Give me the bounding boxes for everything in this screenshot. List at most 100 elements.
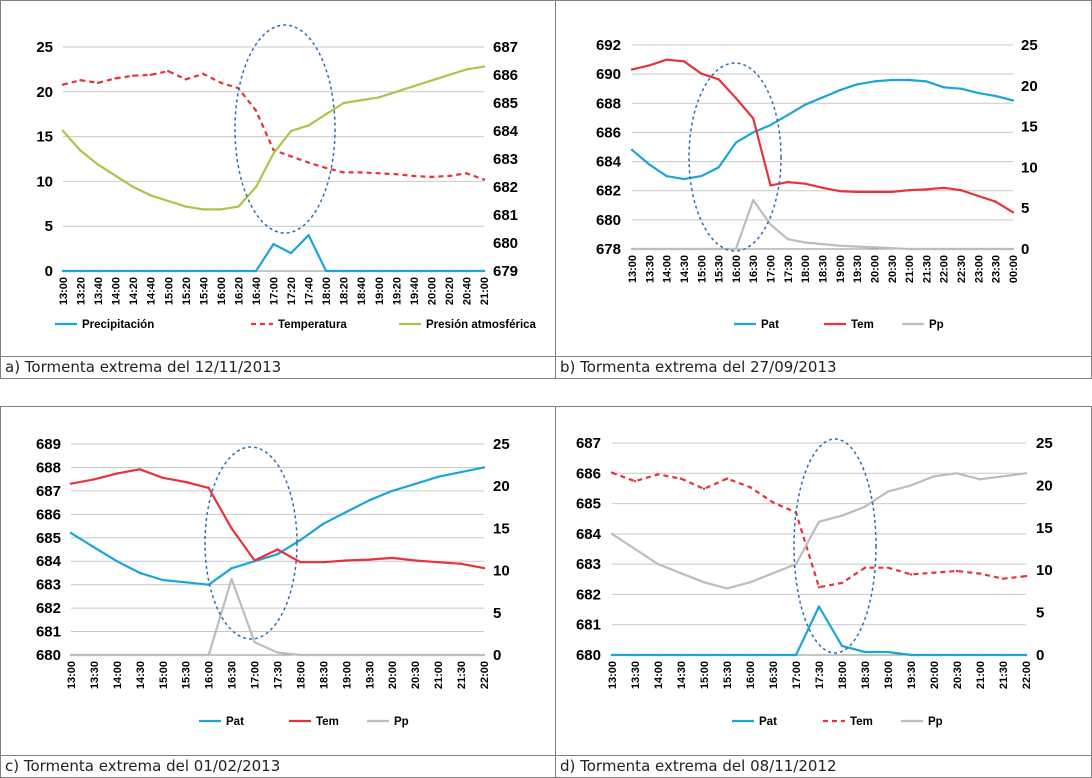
x-axis-tick-label: 15:00 (696, 255, 708, 283)
data-point (1024, 653, 1028, 657)
caption-b: b) Tormenta extrema del 27/09/2013 (556, 356, 1091, 378)
data-point (886, 490, 890, 493)
x-axis-tick-label: 18:00 (321, 277, 333, 305)
right-axis-tick-label: 25 (1036, 435, 1053, 452)
x-axis-tick-label: 23:00 (973, 255, 985, 283)
data-point (345, 653, 348, 657)
data-point (748, 653, 752, 657)
data-point (702, 487, 706, 490)
series-line-precipitacion (63, 234, 484, 273)
x-axis-tick-label: 17:20 (286, 277, 298, 305)
data-point (630, 148, 634, 152)
x-axis-tick-label: 15:00 (699, 661, 711, 689)
data-point (817, 520, 821, 523)
gridlines (63, 46, 484, 272)
data-point (838, 88, 842, 92)
data-point (1001, 577, 1005, 580)
data-point (272, 152, 275, 155)
left-axis-tick-label: 678 (596, 241, 621, 258)
data-point (299, 653, 302, 657)
legend-label-tem: Tem (850, 716, 873, 728)
data-point (794, 562, 798, 566)
data-point (447, 174, 451, 178)
x-axis-tick-label: 19:40 (409, 277, 421, 305)
series-pp (630, 198, 1015, 251)
data-point (630, 68, 634, 71)
data-point (959, 189, 963, 192)
data-point (752, 117, 755, 120)
data-point (482, 178, 486, 181)
data-point (886, 650, 890, 654)
data-point (1001, 475, 1005, 478)
x-axis-tick-label: 13:40 (93, 277, 105, 305)
data-point (890, 190, 893, 194)
legend: Precipitación Temperatura Presión atmosfér… (55, 319, 537, 331)
x-axis-tick-label: 22:00 (1021, 661, 1033, 689)
data-point (734, 141, 738, 144)
data-point (324, 166, 328, 170)
data-point (769, 123, 772, 127)
data-point (161, 653, 164, 657)
data-point (886, 566, 890, 569)
data-point (237, 205, 240, 208)
right-axis-tick-label: 10 (493, 563, 510, 580)
data-point (436, 653, 440, 657)
x-axis-tick-label: 14:30 (676, 661, 688, 689)
data-point (395, 90, 398, 94)
x-axis-tick-label: 20:30 (952, 661, 964, 689)
x-axis-tick-label: 16:00 (216, 277, 228, 305)
data-point (138, 468, 142, 471)
data-point (648, 163, 651, 166)
data-point (96, 269, 100, 273)
x-axis-tick-label: 17:00 (269, 277, 281, 305)
data-point (610, 471, 614, 474)
data-point (289, 251, 293, 255)
x-axis-tick-label: 21:00 (975, 661, 987, 689)
series-tem (630, 58, 1015, 214)
legend-label-pp: Pp (394, 716, 409, 728)
x-axis-tick-label: 22:00 (479, 661, 491, 689)
data-point (430, 175, 433, 179)
legend: Pat Tem Pp (199, 716, 409, 728)
data-point (1011, 99, 1015, 102)
left-axis-tick-label: 683 (36, 577, 61, 594)
data-point (717, 247, 720, 251)
data-point (817, 605, 821, 608)
data-point (890, 78, 893, 82)
left-axis-tick-label: 690 (596, 66, 621, 83)
x-axis-tick-label: 20:00 (387, 661, 399, 689)
data-point (377, 269, 380, 273)
data-point (752, 198, 755, 202)
data-point (771, 501, 775, 504)
panel-a: 0 5 10 15 20 25 679 680 681 682 683 684 685 686 687 13:… (0, 0, 556, 379)
left-axis-tick-label: 681 (36, 624, 61, 641)
right-axis-tick-label: 685 (493, 95, 518, 112)
x-axis-tick-label: 19:30 (852, 255, 864, 283)
data-point (482, 566, 486, 570)
x-axis-tick-label: 18:30 (318, 661, 330, 689)
data-point (482, 65, 486, 68)
legend-label-pp: Pp (928, 716, 943, 728)
x-axis-tick-label: 13:30 (89, 661, 101, 689)
data-point (682, 60, 686, 63)
left-axis-tick-label: 0 (45, 263, 53, 280)
data-point (184, 269, 187, 273)
x-axis-tick-label: 21:00 (433, 661, 445, 689)
series-pp (610, 472, 1028, 590)
data-point (61, 129, 65, 133)
data-point (873, 246, 876, 249)
left-axis-tick-label: 680 (36, 647, 61, 664)
data-point (700, 174, 703, 178)
caption-a: a) Tormenta extrema del 12/11/2013 (1, 356, 555, 378)
x-axis-tick-label: 20:40 (461, 277, 473, 305)
x-axis-tick-label: 13:30 (644, 255, 656, 283)
left-axis-tick-label: 684 (596, 154, 622, 171)
data-point (276, 651, 279, 654)
data-point (436, 560, 440, 564)
data-point (79, 269, 82, 273)
data-point (769, 184, 772, 187)
x-axis-tick-label: 14:30 (679, 255, 691, 283)
data-point (656, 473, 660, 476)
data-point (413, 653, 417, 657)
data-point (360, 99, 363, 102)
